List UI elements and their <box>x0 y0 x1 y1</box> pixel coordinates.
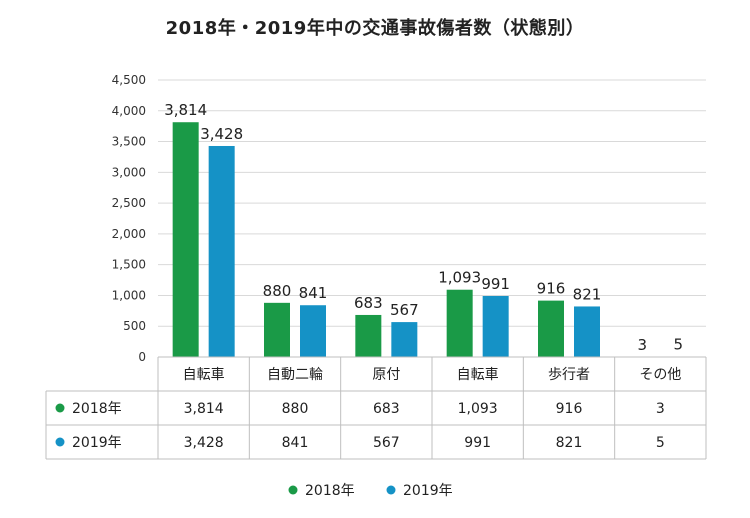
bars <box>172 122 692 357</box>
gridlines <box>158 79 706 358</box>
y-tick-label: 4,500 <box>112 73 146 87</box>
series-name: 2019年 <box>72 435 122 451</box>
category-label: 歩行者 <box>548 367 590 383</box>
table-cell: 3,428 <box>184 435 224 451</box>
data-label: 683 <box>354 294 383 312</box>
table-cell: 821 <box>556 435 583 451</box>
y-tick-label: 4,000 <box>112 104 146 118</box>
data-label: 5 <box>674 336 684 354</box>
table-cell: 3 <box>656 401 665 417</box>
data-label: 880 <box>263 282 292 300</box>
table-cell: 991 <box>464 435 491 451</box>
bar <box>208 145 235 357</box>
bar <box>264 302 290 357</box>
y-axis: 0 500 1,000 1,500 2,000 2,500 3,000 3,500 4,000 4… <box>112 73 146 364</box>
data-label: 821 <box>573 285 602 303</box>
table-cell: 683 <box>373 401 400 417</box>
bar <box>538 300 564 357</box>
table-cell: 567 <box>373 435 400 451</box>
data-labels: 3,814 880 683 1,093 916 3 3,428 841 567 991 821 5 <box>164 101 683 354</box>
y-tick-label: 3,500 <box>112 135 146 149</box>
table-cell: 841 <box>282 435 309 451</box>
data-label: 3,814 <box>164 101 207 119</box>
data-label: 1,093 <box>438 269 481 287</box>
y-tick-label: 3,000 <box>112 165 146 179</box>
bar <box>574 306 600 357</box>
data-label: 841 <box>299 284 328 302</box>
legend-marker <box>288 485 298 495</box>
data-label: 3,428 <box>200 125 243 143</box>
y-tick-label: 0 <box>138 350 146 364</box>
legend-marker <box>386 485 396 495</box>
table-cell: 916 <box>556 401 583 417</box>
data-label: 991 <box>481 275 510 293</box>
y-tick-label: 500 <box>123 319 146 333</box>
table-cell: 880 <box>282 401 309 417</box>
y-tick-label: 2,500 <box>112 196 146 210</box>
bar <box>300 305 326 357</box>
bar <box>355 314 382 357</box>
category-label: 自転車 <box>457 366 499 383</box>
bar <box>482 295 509 357</box>
series-marker <box>55 437 65 447</box>
legend-label: 2019年 <box>403 483 453 499</box>
data-label: 3 <box>638 336 648 354</box>
series-marker <box>55 403 65 413</box>
category-label: 原付 <box>372 367 400 383</box>
data-table: 自転車 自動二輪 原付 自転車 歩行者 その他 2018年 3,814 880 683 1,093 9… <box>45 356 707 460</box>
y-tick-label: 1,000 <box>112 288 146 302</box>
data-label: 916 <box>537 280 566 298</box>
table-cell: 1,093 <box>458 401 498 417</box>
bar <box>172 122 199 357</box>
data-label: 567 <box>390 301 419 319</box>
table-cell: 3,814 <box>184 401 224 417</box>
bar <box>446 289 473 357</box>
series-name: 2018年 <box>72 401 122 417</box>
chart-title: 2018年・2019年中の交通事故傷者数（状態別） <box>165 18 585 39</box>
category-label: 自転車 <box>183 366 225 383</box>
y-tick-label: 1,500 <box>112 258 146 272</box>
table-cell: 5 <box>656 435 665 451</box>
category-label: 自動二輪 <box>267 366 323 383</box>
category-label: その他 <box>639 367 681 383</box>
y-tick-label: 2,000 <box>112 227 146 241</box>
bar <box>391 322 418 357</box>
legend: 2018年 2019年 <box>288 483 453 499</box>
legend-label: 2018年 <box>305 483 355 499</box>
